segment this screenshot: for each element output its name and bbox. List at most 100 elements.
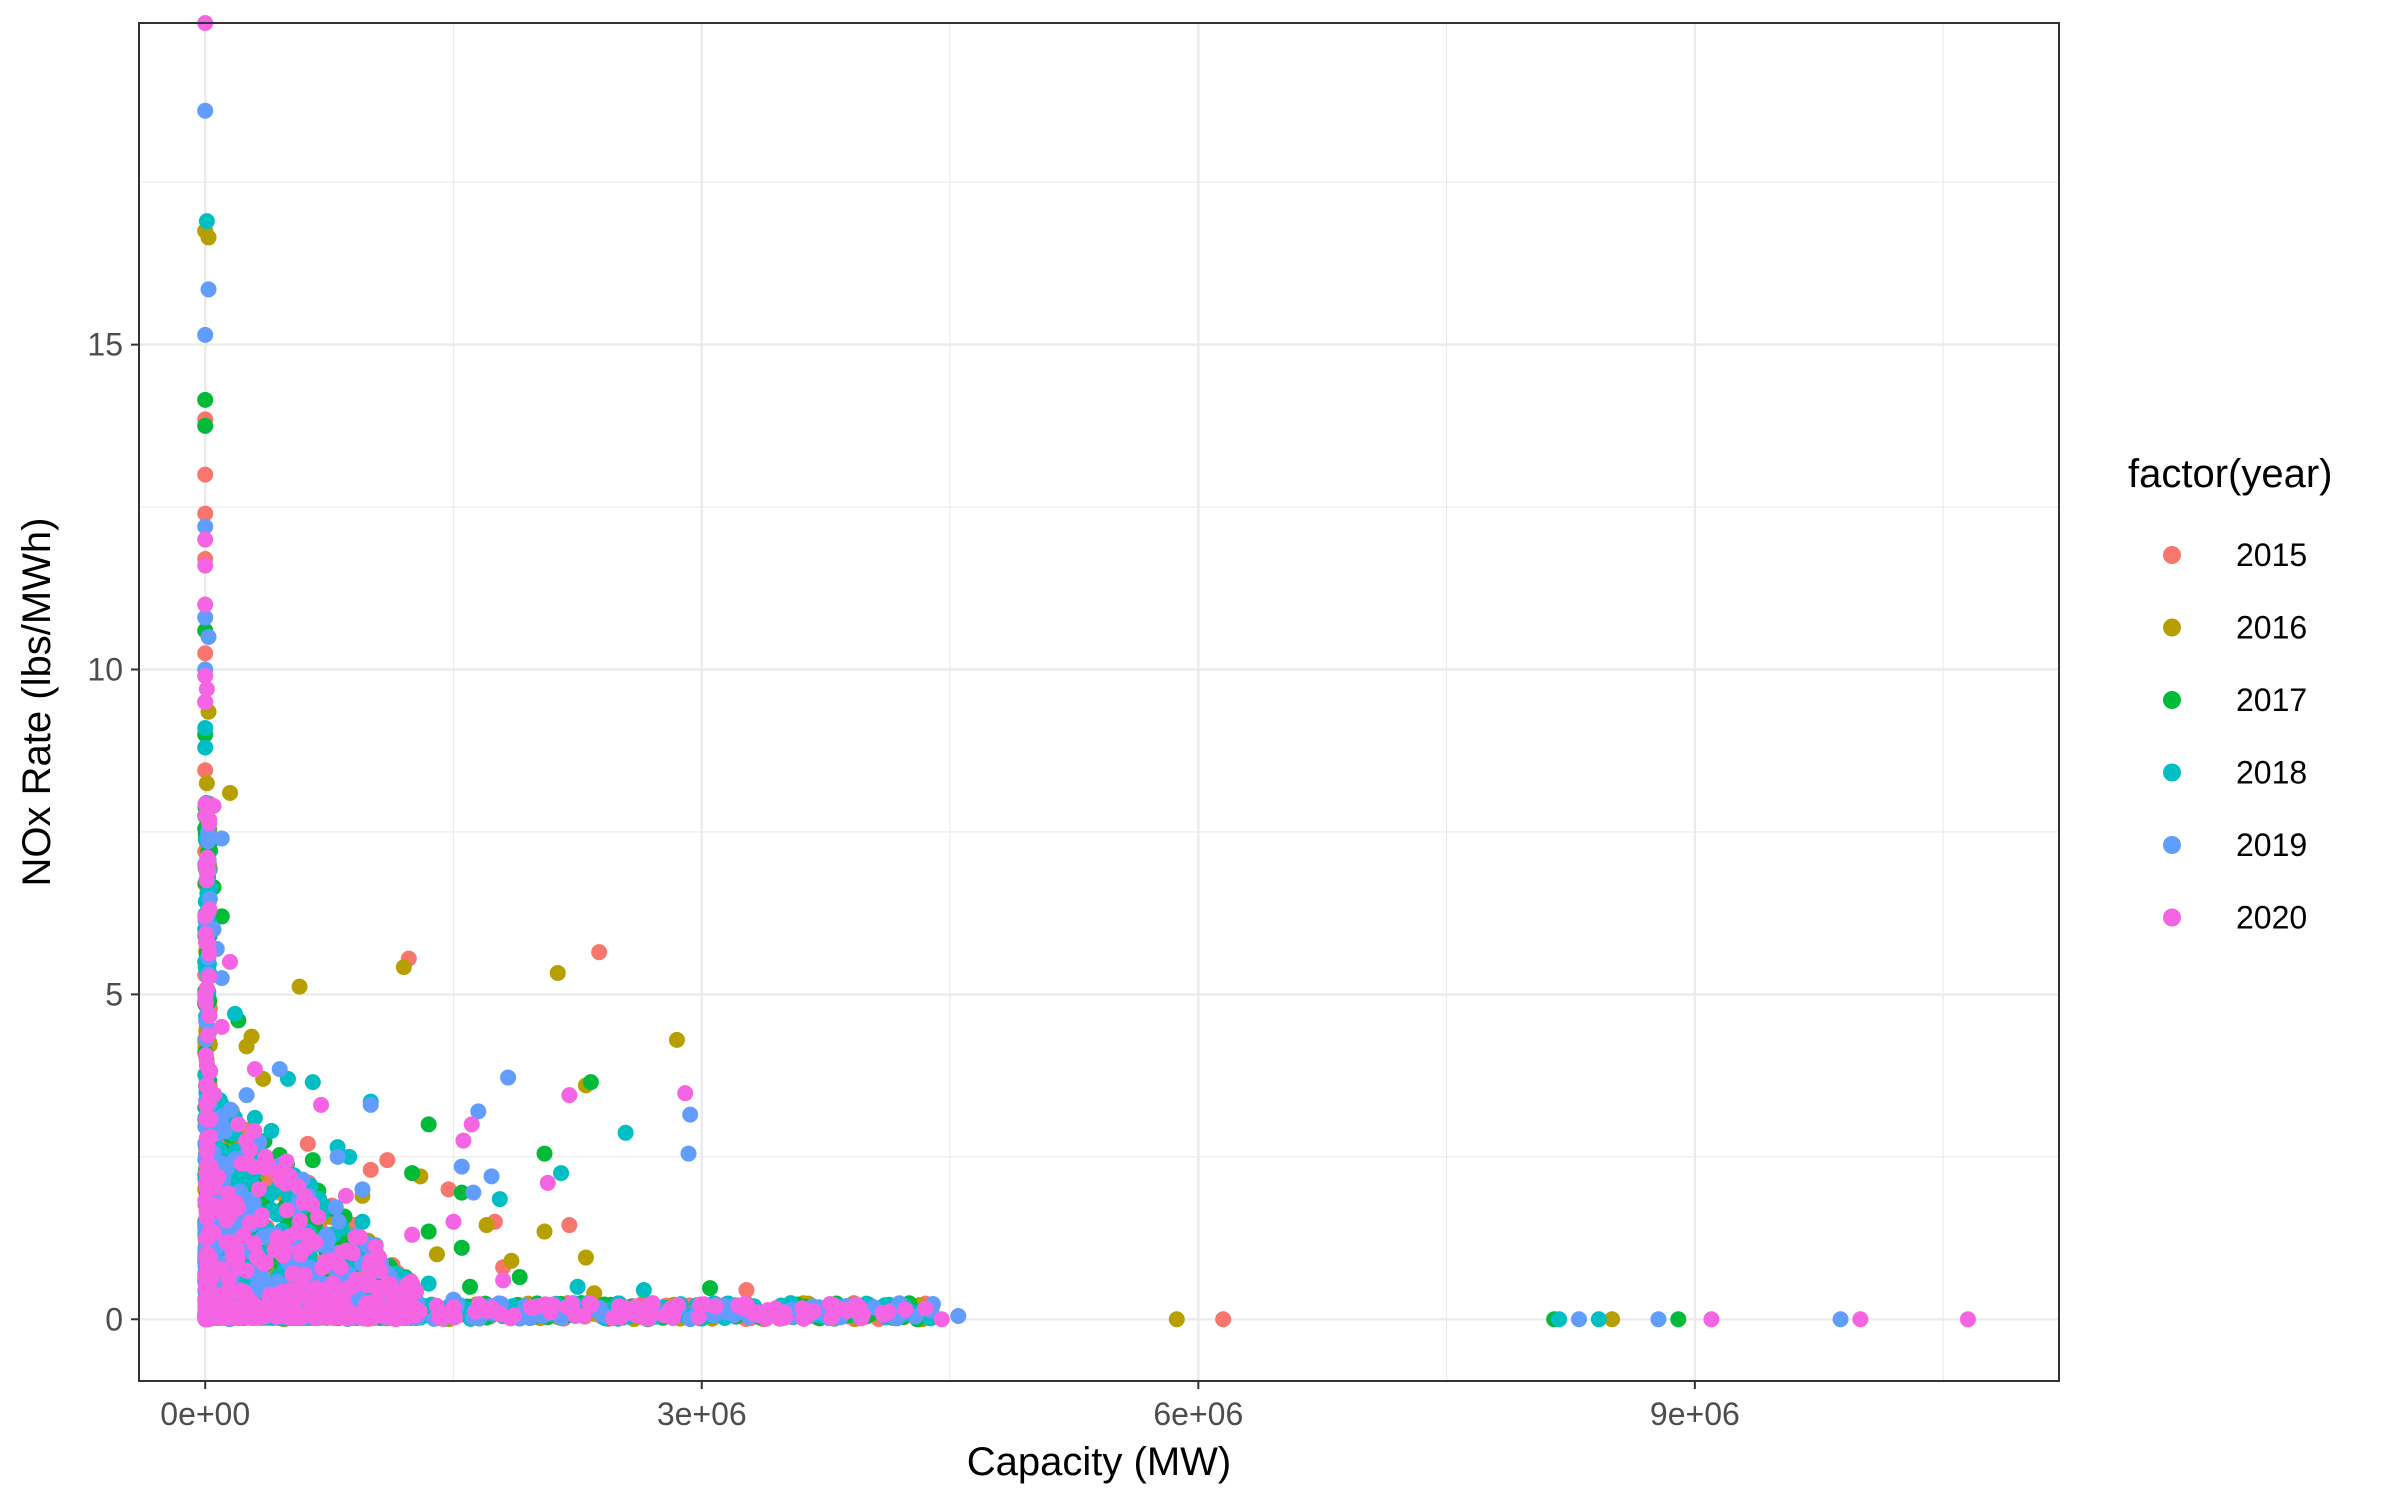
data-point (246, 1109, 263, 1126)
data-point (420, 1116, 437, 1133)
cluster-point (292, 1243, 309, 1260)
legend-label-2016: 2016 (2236, 610, 2307, 646)
cluster-point (222, 1234, 239, 1251)
data-point (238, 1038, 255, 1055)
data-point (213, 1018, 230, 1035)
plot-panel (139, 23, 2059, 1381)
cluster-point (358, 1277, 375, 1294)
data-point (263, 1122, 280, 1139)
data-point (536, 1223, 553, 1240)
data-point (536, 1145, 553, 1162)
cluster-point (220, 1270, 237, 1287)
cluster-point (285, 1265, 302, 1282)
data-point (463, 1116, 480, 1133)
data-point (495, 1272, 512, 1289)
data-point (1571, 1311, 1587, 1328)
data-point (198, 775, 215, 792)
data-point (455, 1132, 472, 1149)
baseline-point (917, 1300, 934, 1317)
data-point (440, 1181, 457, 1198)
cluster-point (254, 1207, 271, 1224)
data-point (197, 531, 214, 548)
data-point (197, 326, 214, 343)
baseline-point (853, 1310, 870, 1327)
data-point (465, 1184, 482, 1201)
cluster-point (245, 1194, 262, 1211)
data-point (222, 784, 239, 801)
cluster-point (216, 1123, 233, 1140)
legend-label-2015: 2015 (2236, 537, 2307, 573)
cluster-point (271, 1235, 288, 1252)
data-point (1852, 1311, 1869, 1328)
legend-key-2018 (2163, 763, 2181, 782)
data-point (491, 1191, 508, 1208)
baseline-point (467, 1303, 484, 1320)
stack-point (197, 1308, 214, 1325)
baseline-point (583, 1296, 600, 1313)
data-point (197, 645, 214, 662)
plot-border (138, 22, 2060, 1382)
data-point (776, 1304, 793, 1321)
cluster-point (278, 1202, 295, 1219)
cluster-point (330, 1213, 347, 1230)
data-point (1551, 1311, 1568, 1328)
data-point (299, 1135, 316, 1152)
data-point (462, 1278, 479, 1295)
data-point (197, 694, 214, 710)
data-point (362, 1096, 379, 1113)
baseline-point (751, 1307, 768, 1324)
data-point (470, 1103, 487, 1120)
y-tick-label: 15 (87, 327, 123, 363)
data-point (222, 953, 239, 970)
data-point (404, 1165, 421, 1182)
data-point (291, 978, 308, 995)
data-point (313, 1096, 330, 1113)
cluster-point (278, 1153, 295, 1170)
data-point (561, 1217, 578, 1234)
data-point (213, 970, 230, 987)
baseline-point (822, 1295, 839, 1312)
data-point (329, 1148, 346, 1165)
baseline-point (544, 1296, 561, 1313)
x-tick-label: 3e+06 (657, 1396, 747, 1432)
cluster-point (224, 1283, 241, 1300)
baseline-point (897, 1301, 914, 1318)
data-point (677, 1085, 694, 1102)
data-point (198, 213, 215, 230)
data-point (1590, 1311, 1607, 1328)
data-points (197, 15, 1976, 1328)
legend-key-2019 (2163, 836, 2181, 854)
data-point (553, 1165, 570, 1182)
data-point (197, 908, 214, 925)
data-point (354, 1181, 371, 1198)
data-point (635, 1282, 652, 1299)
cluster-point (289, 1178, 306, 1195)
stack-point (199, 1246, 216, 1263)
baseline-point (805, 1303, 822, 1320)
series-2020 (197, 15, 1976, 1328)
data-point (404, 1226, 421, 1243)
stack-point (200, 1078, 217, 1095)
data-point (200, 629, 217, 646)
stack-point (198, 1130, 215, 1147)
data-point (205, 797, 222, 814)
cluster-point (344, 1278, 361, 1295)
cluster-point (318, 1281, 335, 1298)
data-point (1703, 1311, 1720, 1328)
data-point (362, 1252, 379, 1269)
data-point (539, 1174, 556, 1191)
cluster-point (233, 1155, 250, 1172)
data-point (213, 830, 230, 847)
cluster-point (310, 1208, 327, 1225)
data-point (271, 1061, 288, 1078)
baseline-point (351, 1307, 368, 1324)
stack-point (202, 1222, 219, 1239)
data-point (453, 1239, 470, 1256)
cluster-point (317, 1253, 334, 1270)
legend-label-2020: 2020 (2236, 900, 2307, 936)
data-point (933, 1311, 950, 1328)
data-point (591, 944, 608, 961)
data-point (197, 596, 214, 613)
data-point (197, 739, 214, 756)
cluster-point (281, 1282, 298, 1299)
